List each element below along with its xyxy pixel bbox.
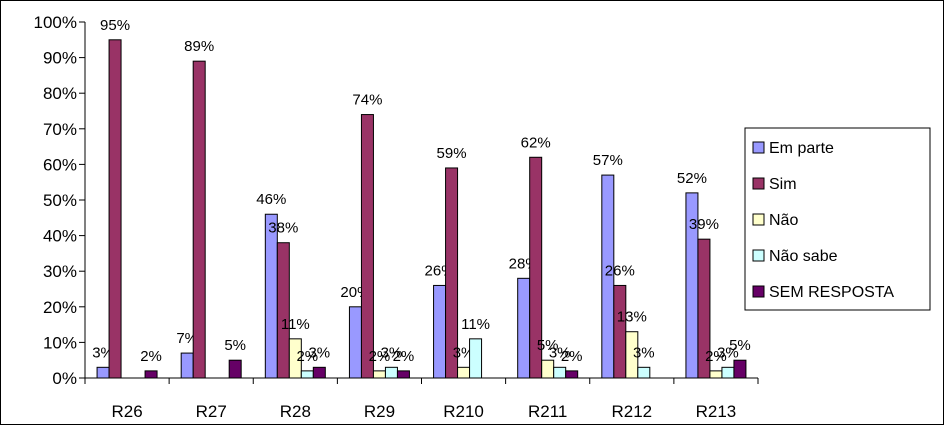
bar	[192, 60, 206, 379]
data-label: 39%	[689, 216, 719, 233]
bar	[529, 156, 543, 379]
bar	[565, 370, 579, 379]
data-label: 5%	[729, 337, 751, 354]
y-tick-label: 60%	[43, 155, 77, 174]
bar	[108, 39, 122, 379]
data-label: 52%	[677, 170, 707, 187]
legend-swatch	[752, 177, 765, 190]
y-tick-label: 0%	[52, 369, 77, 388]
x-tick-label: R27	[196, 402, 227, 421]
bar	[601, 174, 615, 379]
legend-swatch	[752, 141, 765, 154]
x-tick-label: R210	[443, 402, 484, 421]
bar	[300, 370, 314, 379]
y-tick-label: 50%	[43, 191, 77, 210]
x-tick-label: R211	[528, 402, 567, 421]
bar	[613, 284, 627, 379]
bar	[96, 366, 110, 379]
bar	[541, 359, 555, 379]
data-label: 3%	[633, 344, 655, 361]
legend-swatch	[752, 285, 765, 298]
legend-label: Não sabe	[769, 248, 838, 265]
legend-label: SEM RESPOSTA	[769, 284, 894, 301]
legend-label: Sim	[769, 176, 797, 193]
legend-swatch	[752, 249, 765, 262]
data-label: 46%	[256, 191, 286, 208]
bar	[288, 338, 302, 379]
x-tick-label: R212	[611, 402, 652, 421]
y-tick-label: 40%	[43, 227, 77, 246]
bar	[180, 352, 194, 379]
data-label: 2%	[369, 348, 391, 365]
data-label: 3%	[717, 344, 739, 361]
data-label: 2%	[296, 348, 318, 365]
x-tick-label: R26	[111, 402, 142, 421]
data-label: 11%	[281, 316, 310, 333]
y-tick-label: 80%	[43, 84, 77, 103]
y-tick-label: 10%	[43, 333, 77, 352]
bar	[276, 242, 290, 379]
bar	[228, 359, 242, 379]
legend-label: Em parte	[769, 140, 834, 157]
y-tick-label: 30%	[43, 262, 77, 281]
legend-swatch	[752, 213, 765, 226]
legend-label: Não	[769, 212, 798, 229]
data-label: 3%	[381, 344, 403, 361]
data-label: 95%	[100, 17, 130, 34]
data-label: 62%	[521, 134, 551, 151]
data-label: 2%	[140, 348, 162, 365]
data-label: 59%	[437, 145, 467, 162]
bar	[312, 366, 326, 379]
bar	[457, 366, 471, 379]
data-label: 2%	[561, 348, 583, 365]
data-label: 3%	[92, 344, 114, 361]
data-label: 11%	[461, 316, 490, 333]
data-label: 26%	[605, 262, 635, 279]
bar	[264, 213, 278, 379]
bar	[709, 370, 723, 379]
bar	[625, 331, 639, 379]
data-label: 7%	[176, 330, 198, 347]
bar	[445, 167, 459, 379]
y-tick-label: 70%	[43, 120, 77, 139]
data-label: 13%	[617, 309, 647, 326]
bar	[372, 370, 386, 379]
bar	[553, 366, 567, 379]
data-label: 3%	[549, 344, 571, 361]
data-label: 57%	[593, 152, 623, 169]
y-tick-label: 100%	[34, 13, 77, 32]
bar	[348, 306, 362, 379]
data-label: 89%	[184, 38, 214, 55]
legend-box	[744, 127, 931, 311]
data-label: 74%	[352, 92, 382, 109]
data-label: 3%	[453, 344, 475, 361]
bar	[433, 284, 447, 379]
bar	[469, 338, 483, 379]
y-tick-label: 20%	[43, 298, 77, 317]
y-tick-label: 90%	[43, 49, 77, 68]
data-label: 2%	[393, 348, 415, 365]
bar	[721, 366, 735, 379]
data-label: 5%	[537, 337, 559, 354]
x-tick-label: R28	[280, 402, 311, 421]
bar	[396, 370, 410, 379]
bar	[637, 366, 651, 379]
bar	[144, 370, 158, 379]
data-label: 3%	[308, 344, 330, 361]
x-tick-label: R213	[696, 402, 737, 421]
x-tick-label: R29	[364, 402, 395, 421]
bar	[733, 359, 747, 379]
bar	[384, 366, 398, 379]
bar	[517, 277, 531, 379]
data-label: 5%	[224, 337, 246, 354]
bar	[360, 114, 374, 379]
data-label: 2%	[705, 348, 727, 365]
data-label: 38%	[268, 220, 298, 237]
bar	[697, 238, 711, 379]
